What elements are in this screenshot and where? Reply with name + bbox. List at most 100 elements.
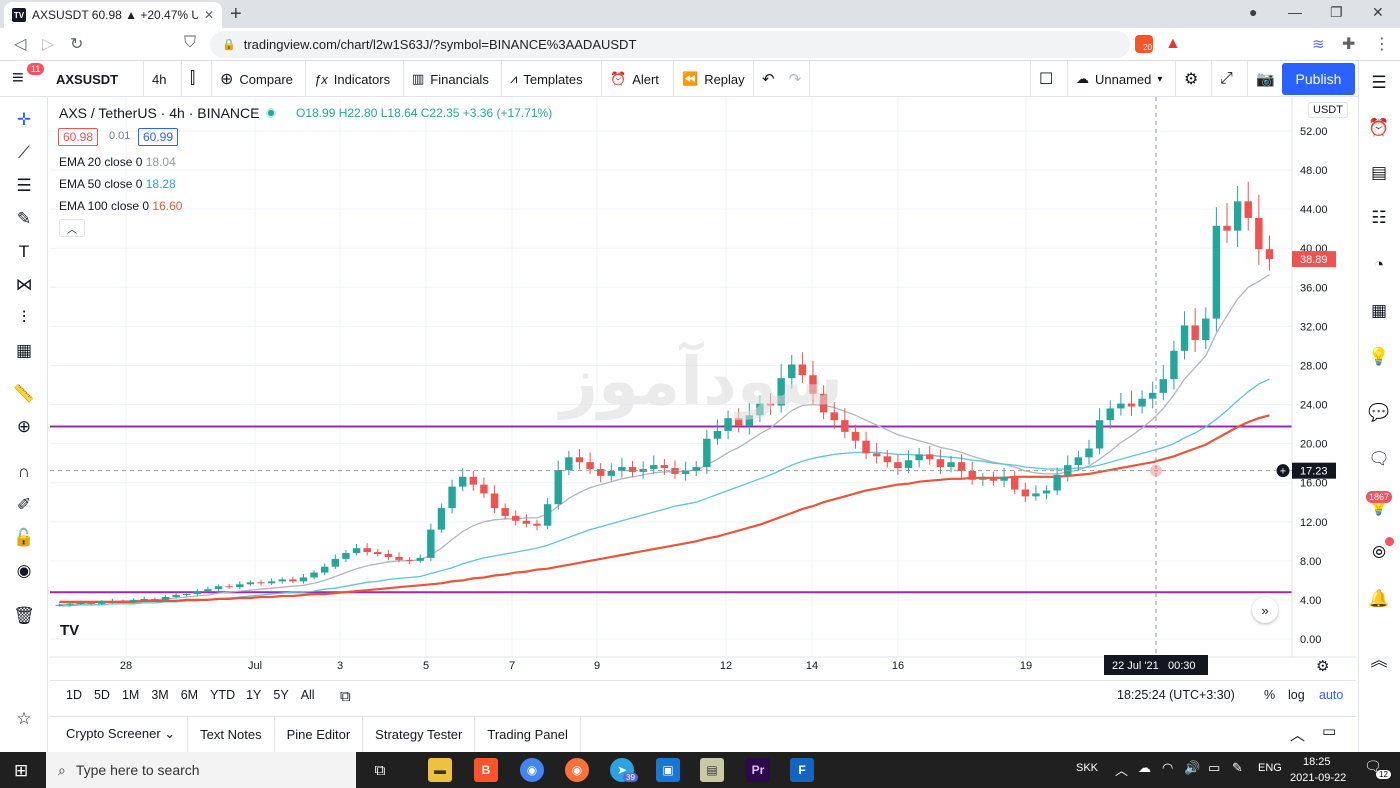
candle-style-icon[interactable]: ⫿ <box>182 61 212 97</box>
chart-pane[interactable]: 21.754.79 52.0048.0044.0040.0036.0032.00… <box>50 97 1356 680</box>
range-6m[interactable]: 6M <box>180 688 199 702</box>
volume-icon[interactable]: 🔊 <box>1184 760 1201 775</box>
bookmark-icon[interactable]: ⛉ <box>184 34 197 51</box>
panel-tab-trading-panel[interactable]: Trading Panel <box>475 716 581 752</box>
prediction-icon[interactable]: ⫶ <box>21 308 27 327</box>
layout-icon[interactable]: ☐ <box>1030 61 1068 97</box>
bid-price[interactable]: 60.98 <box>58 128 99 146</box>
taskbar-time[interactable]: 18:25 <box>1303 756 1331 768</box>
panel-tab-text-notes[interactable]: Text Notes <box>188 716 275 752</box>
chrome-icon[interactable]: ◉ <box>520 758 544 782</box>
tool-app-icon[interactable]: ▤ <box>700 758 724 782</box>
axis-settings-gear-icon[interactable]: ⚙ <box>1316 658 1330 675</box>
panel-tab-strategy-tester[interactable]: Strategy Tester <box>363 716 476 752</box>
range-5d[interactable]: 5D <box>93 688 110 702</box>
financials-button[interactable]: ▥ Financials <box>404 61 502 97</box>
percent-toggle[interactable]: % <box>1264 688 1276 702</box>
replay-button[interactable]: ⏪ Replay <box>674 61 754 97</box>
zoom-in-icon[interactable]: ⊕ <box>16 417 32 436</box>
icons-tool-icon[interactable]: ▦ <box>15 341 33 360</box>
new-tab-icon[interactable]: + <box>230 3 242 25</box>
brush-icon[interactable]: ✎ <box>16 209 32 228</box>
messages-icon[interactable]: 🗨 <box>1368 449 1390 468</box>
taskbar-search[interactable]: ⌕ Type here to search <box>46 752 356 788</box>
trend-line-icon[interactable]: ⟋ <box>18 143 30 162</box>
fib-retracement-icon[interactable]: ☰ <box>16 176 32 195</box>
stream-icon[interactable]: ⦾ <box>1372 543 1386 562</box>
brave-rewards-icon[interactable]: ▲ <box>1165 35 1181 52</box>
publish-button[interactable]: Publish <box>1282 63 1355 95</box>
calendar-icon[interactable]: ▦ <box>1370 301 1388 320</box>
alerts-icon[interactable]: ⏰ <box>1368 118 1390 137</box>
collapse-legend-icon[interactable]: ︿ <box>59 219 85 237</box>
text-tool-icon[interactable]: T <box>18 242 30 261</box>
task-view-icon[interactable]: ⧉ <box>374 761 386 779</box>
network-icon[interactable]: ☁ <box>1138 760 1151 775</box>
battery-icon[interactable]: ▭ <box>1208 760 1221 775</box>
ruler-icon[interactable]: 📏 <box>13 384 35 403</box>
reload-icon[interactable]: ↻ <box>70 36 84 53</box>
maximize-panel-icon[interactable]: ▭ <box>1322 723 1337 740</box>
clock[interactable]: 18:25:24 (UTC+3:30) <box>1117 688 1235 702</box>
range-1m[interactable]: 1M <box>121 688 140 702</box>
wifi-icon[interactable]: ◠ <box>1162 760 1174 775</box>
url-field[interactable]: 🔒 tradingview.com/chart/l2w1S63J/?symbol… <box>210 31 1130 58</box>
currency-label[interactable]: USDT <box>1308 102 1348 118</box>
hotlist-icon[interactable]: ◔ <box>1373 255 1385 274</box>
symbol-search[interactable]: AXSUSDT <box>48 61 144 97</box>
chat-icon[interactable]: 💬 <box>1368 403 1390 422</box>
tray-chevron-icon[interactable]: ︿ <box>1115 763 1129 778</box>
collapse-icon[interactable]: ︽ <box>1370 650 1388 670</box>
news-icon[interactable]: ▤ <box>1370 163 1388 182</box>
back-icon[interactable]: ◁ <box>14 36 27 53</box>
ema100-legend[interactable]: EMA 100 close 0 16.60 <box>59 199 182 213</box>
collapse-panel-icon[interactable]: ︿ <box>1290 727 1306 744</box>
lock-icon[interactable]: 🔓 <box>13 528 35 547</box>
range-1d[interactable]: 1D <box>66 688 82 702</box>
scroll-to-realtime-icon[interactable]: » <box>1252 597 1278 623</box>
chrome-menu-icon[interactable]: ● <box>1249 4 1258 20</box>
forward-icon[interactable]: ▷ <box>42 36 55 53</box>
windows-start-icon[interactable]: ⊞ <box>14 761 29 780</box>
app-f-icon[interactable]: F <box>790 758 814 782</box>
ema20-legend[interactable]: EMA 20 close 0 18.04 <box>59 155 176 169</box>
more-icon[interactable]: ⋮ <box>1374 36 1390 53</box>
file-explorer-icon[interactable]: ▬ <box>428 758 452 782</box>
minimize-icon[interactable]: — <box>1288 4 1302 20</box>
star-icon[interactable]: ☆ <box>16 709 32 728</box>
premiere-icon[interactable]: Pr <box>746 758 770 782</box>
chart-canvas[interactable]: 21.754.79 52.0048.0044.0040.0036.0032.00… <box>50 97 1356 680</box>
range-ytd[interactable]: YTD <box>210 688 236 702</box>
goto-date-icon[interactable]: ⧉ <box>340 688 351 705</box>
alert-button[interactable]: ⏰ Alert <box>602 61 674 97</box>
language-skk[interactable]: SKK <box>1076 762 1099 774</box>
ask-price[interactable]: 60.99 <box>138 128 179 146</box>
magnet-icon[interactable]: ∩ <box>17 462 31 481</box>
pen-icon[interactable]: ✎ <box>1232 760 1243 775</box>
brave-browser-icon[interactable]: B <box>474 758 498 782</box>
panel-tab-crypto-screener[interactable]: Crypto Screener ⌄ <box>54 716 189 752</box>
templates-button[interactable]: ⩘ Templates <box>502 61 602 97</box>
firefox-icon[interactable]: ◉ <box>565 758 589 782</box>
maximize-icon[interactable]: ❐ <box>1330 4 1343 20</box>
snapshot-camera-icon[interactable]: 📷 <box>1256 71 1275 88</box>
close-window-icon[interactable]: ✕ <box>1372 4 1384 20</box>
lock-drawing-icon[interactable]: ✐ <box>16 495 32 514</box>
redo-icon[interactable]: ↷ <box>788 71 802 88</box>
indicators-button[interactable]: ƒx Indicators <box>306 61 404 97</box>
taskbar-date[interactable]: 2021-09-22 <box>1290 772 1347 784</box>
settings-gear-icon[interactable]: ⚙ <box>1176 61 1212 97</box>
bell-icon[interactable]: 🔔 <box>1368 589 1390 608</box>
panel-tab-pine-editor[interactable]: Pine Editor <box>275 716 364 752</box>
eye-icon[interactable]: ◉ <box>16 561 32 580</box>
hamburger-menu-icon[interactable]: ≡ <box>12 67 24 89</box>
range-3m[interactable]: 3M <box>151 688 169 702</box>
language-eng[interactable]: ENG <box>1258 762 1282 774</box>
range-5y[interactable]: 5Y <box>273 688 289 702</box>
browser-tab[interactable]: TV AXSUSDT 60.98 ▲ +20.47% Unna ✕ <box>4 2 222 28</box>
puzzle-icon[interactable]: ✚ <box>1342 36 1356 53</box>
range-all[interactable]: All <box>300 688 315 702</box>
brave-shield-icon[interactable]: 20 <box>1135 35 1153 53</box>
interval-button[interactable]: 4h <box>144 61 182 97</box>
save-layout-button[interactable]: ☁ Unnamed ▾ <box>1068 61 1176 97</box>
